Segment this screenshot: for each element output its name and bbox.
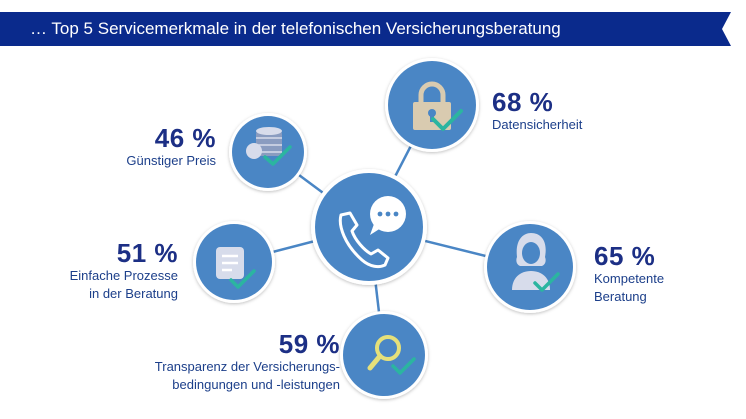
desc-security: Datensicherheit <box>492 117 583 132</box>
label-security: 68 % Datensicherheit <box>492 88 582 134</box>
node-competence <box>484 221 576 313</box>
person-check-icon <box>512 233 560 292</box>
desc-price: Günstiger Preis <box>126 153 216 168</box>
percent-process: 51 % <box>116 238 178 268</box>
desc-transparency-1: Transparenz der Versicherungs- <box>154 359 340 374</box>
center-node <box>311 169 427 285</box>
label-transparency: 59 % Transparenz der Versicherungs- bedi… <box>155 330 340 394</box>
desc-process-2: in der Beratung <box>89 286 178 301</box>
desc-competence-2: Beratung <box>594 289 647 304</box>
desc-competence-1: Kompetente <box>594 271 665 286</box>
coins-check-icon <box>246 127 292 166</box>
node-process <box>193 221 275 303</box>
label-competence: 65 % Kompetente Beratung <box>594 242 664 306</box>
percent-competence: 65 % <box>594 241 656 271</box>
node-price <box>229 113 307 191</box>
percent-price: 46 % <box>154 123 216 153</box>
banner-shape <box>0 12 731 46</box>
magnifier-check-icon <box>367 335 416 375</box>
phone-chat-icon <box>338 196 406 269</box>
percent-transparency: 59 % <box>278 329 340 359</box>
document-check-icon <box>216 247 256 289</box>
node-transparency <box>340 311 428 399</box>
padlock-check-icon <box>413 81 463 131</box>
desc-transparency-2: bedingungen und -leistungen <box>172 377 340 392</box>
label-process: 51 % Einfache Prozesse in der Beratung <box>70 239 178 303</box>
node-security <box>385 58 479 152</box>
percent-security: 68 % <box>492 87 554 117</box>
header-banner: … Top 5 Servicemerkmale in der telefonis… <box>0 12 746 46</box>
page-title: … Top 5 Servicemerkmale in der telefonis… <box>30 19 561 38</box>
desc-process-1: Einfache Prozesse <box>69 268 178 283</box>
label-price: 46 % Günstiger Preis <box>126 124 216 170</box>
